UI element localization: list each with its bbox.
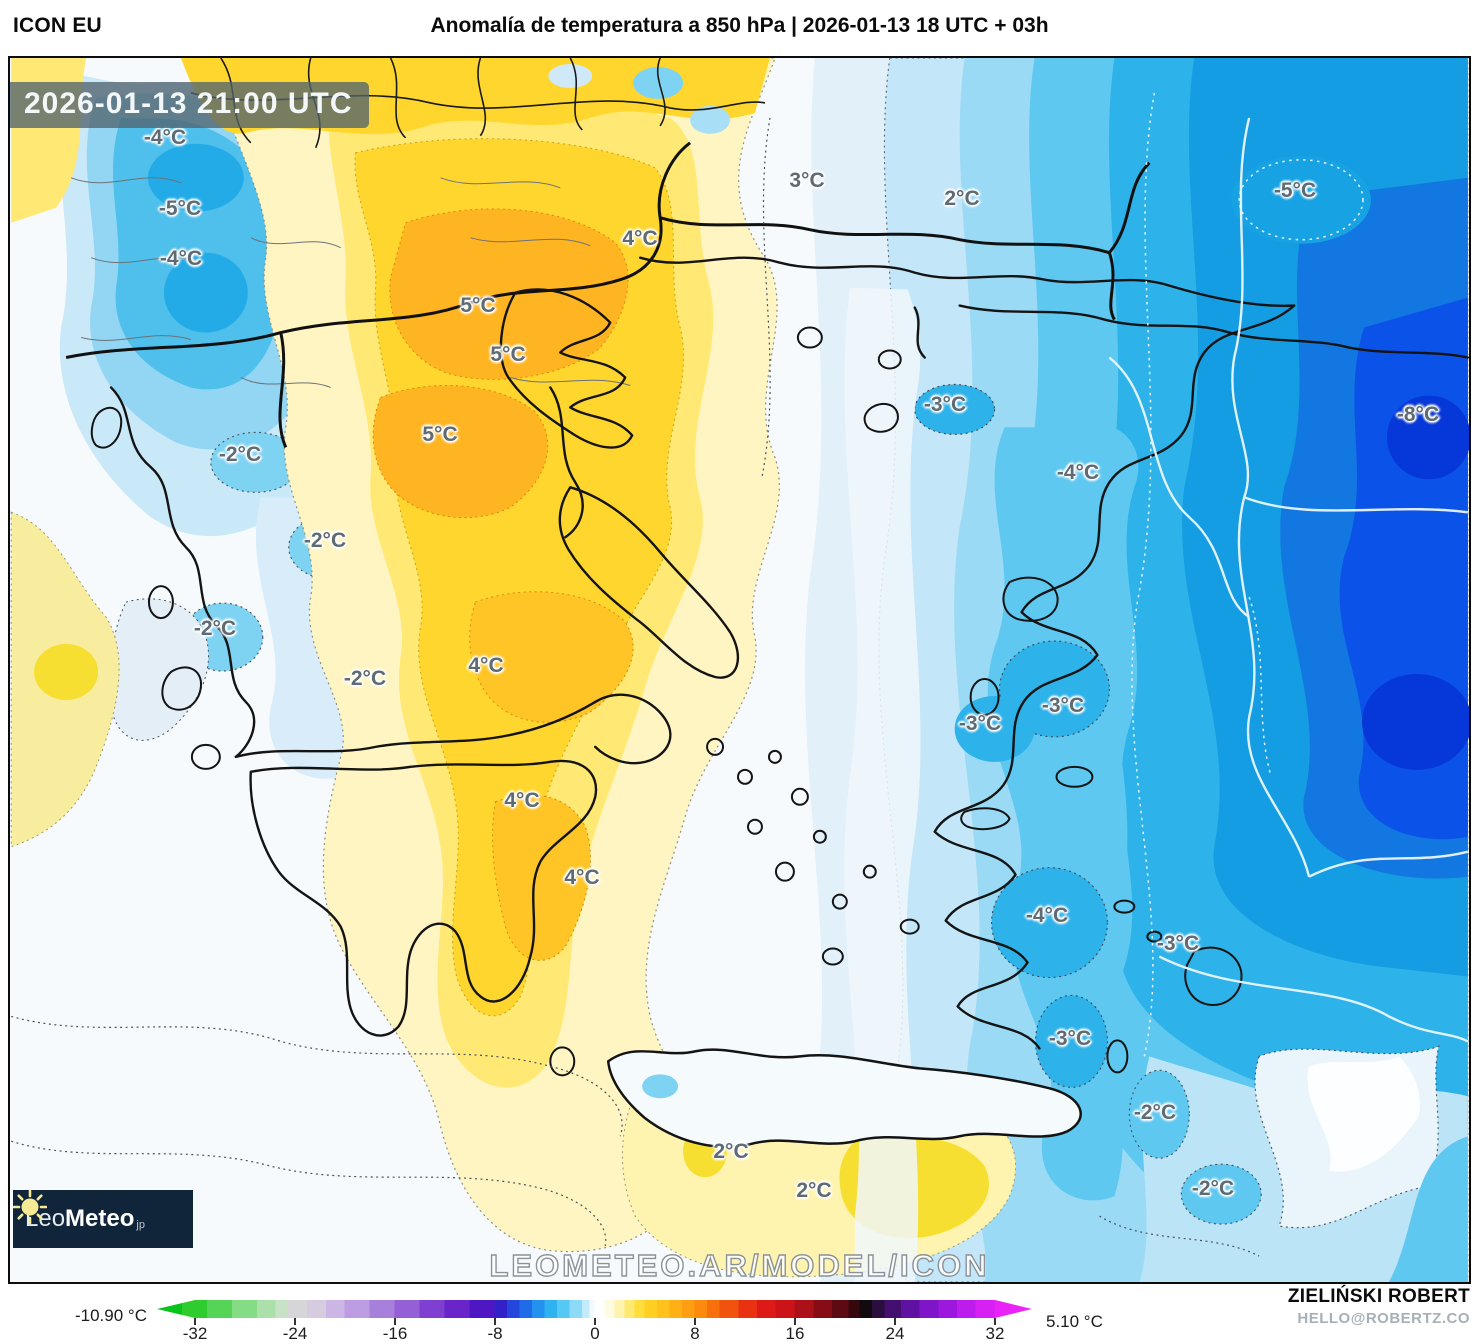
colorbar-tick (694, 1318, 696, 1325)
colorbar-tick (794, 1318, 796, 1325)
colorbar-max-label: 5.10 °C (1046, 1312, 1103, 1331)
colorbar-tick (394, 1318, 396, 1325)
colorbar-tick (494, 1318, 496, 1325)
weather-map: -4°C -5°C -4°C 3°C 2°C 4°C -5°C 5°C 5°C -3°C -8°C 5… (8, 56, 1471, 1284)
credit-email: HELLO@ROBERTZ.CO (1297, 1310, 1470, 1327)
footer: -10.90 °C -32 -24 -16 -8 0 8 16 24 32 5.10 °C ZI… (0, 1284, 1479, 1343)
colorbar-tick-label: -16 (382, 1324, 408, 1343)
colorbar-tick-label: 0 (590, 1324, 600, 1343)
colorbar-tick-label: -32 (182, 1324, 208, 1343)
sun-icon (13, 1190, 47, 1224)
model-name: ICON EU (13, 14, 102, 37)
colorbar-tick-label: 32 (985, 1324, 1005, 1343)
colorbar-tick-label: -24 (282, 1324, 308, 1343)
colorbar-tick-label: 8 (690, 1324, 700, 1343)
colorbar-tick-label: 16 (785, 1324, 805, 1343)
colorbar-tick (994, 1318, 996, 1325)
timestamp-badge: 2026-01-13 21:00 UTC (10, 82, 369, 128)
watermark: LEOMETEO.AR/MODEL/ICON (489, 1247, 990, 1283)
colorbar-tick (194, 1318, 196, 1325)
credit-name: ZIELIŃSKI ROBERT (1287, 1286, 1470, 1307)
colorbar-tick (894, 1318, 896, 1325)
colorbar-tick (294, 1318, 296, 1325)
logo-suffix: jp (136, 1219, 145, 1231)
colorbar-tick-label: 24 (885, 1324, 905, 1343)
map-artwork (10, 58, 1469, 1282)
colorbar-min-label: -10.90 °C (74, 1306, 147, 1325)
colorbar-tick (594, 1318, 596, 1325)
colorbar (157, 1300, 1032, 1318)
page-title: Anomalía de temperatura a 850 hPa | 2026… (430, 14, 1049, 37)
colorbar-tick-label: -8 (487, 1324, 503, 1343)
header: ICON EU Anomalía de temperatura a 850 hP… (0, 0, 1479, 56)
leometeo-logo: LeoMeteo jp (13, 1190, 193, 1248)
colorbar-ticks: -32 -24 -16 -8 0 8 16 24 32 (157, 1318, 1032, 1343)
